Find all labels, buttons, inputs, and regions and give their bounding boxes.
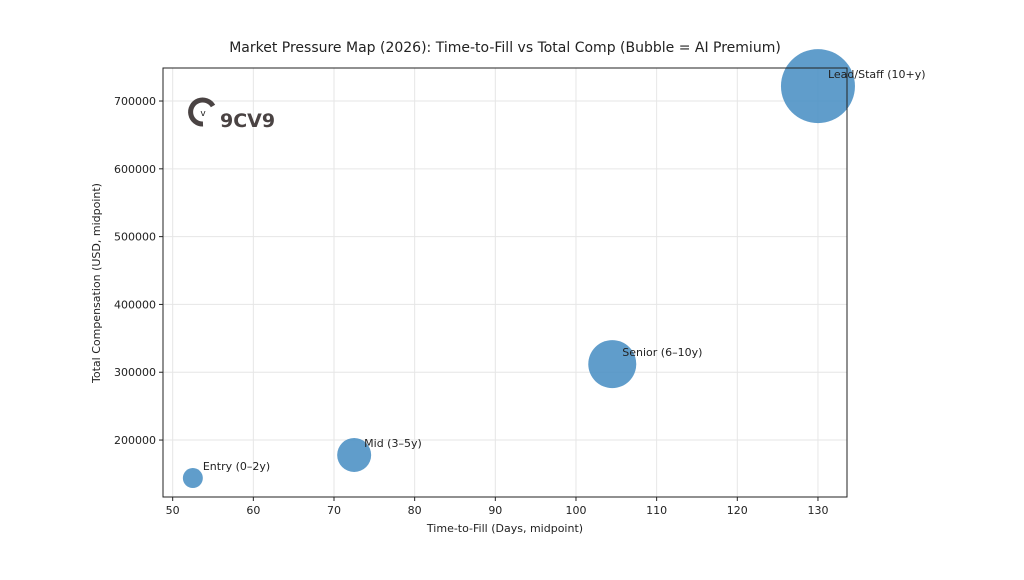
- x-tick-label: 130: [807, 504, 828, 517]
- point-label: Mid (3–5y): [364, 437, 422, 450]
- point-label: Entry (0–2y): [203, 460, 270, 473]
- bubble-point: [182, 468, 203, 489]
- x-tick-label: 70: [327, 504, 341, 517]
- points-layer: Entry (0–2y) Mid (3–5y) Senior (6–10y) Lead…: [182, 49, 926, 489]
- point-label: Lead/Staff (10+y): [828, 68, 926, 81]
- point-label: Senior (6–10y): [622, 346, 702, 359]
- plot-frame: [162, 67, 848, 498]
- svg-text:9CV9: 9CV9: [220, 110, 275, 132]
- grid: [163, 68, 847, 497]
- x-tick-label: 90: [488, 504, 502, 517]
- bubble-point: [780, 49, 855, 124]
- x-tick-label: 50: [166, 504, 180, 517]
- y-tick-label: 700000: [114, 95, 156, 108]
- x-tick-label: 110: [646, 504, 667, 517]
- bubble-point: [337, 437, 372, 472]
- chart-title: Market Pressure Map (2026): Time-to-Fill…: [229, 40, 781, 56]
- y-tick-label: 200000: [114, 434, 156, 447]
- x-tick-label: 80: [408, 504, 422, 517]
- x-tick-label: 100: [565, 504, 586, 517]
- y-axis-label: Total Compensation (USD, midpoint): [90, 183, 103, 384]
- x-axis-label: Time-to-Fill (Days, midpoint): [426, 522, 583, 535]
- y-tick-label: 500000: [114, 231, 156, 244]
- y-tick-label: 400000: [114, 298, 156, 311]
- bubble-point: [588, 340, 637, 389]
- logo-mark-icon: [188, 97, 216, 127]
- svg-text:v: v: [200, 109, 206, 119]
- ticks-layer: 50 60 70 80 90 100 110 120 130 200000 300000 400000…: [114, 95, 828, 517]
- x-tick-label: 60: [246, 504, 260, 517]
- x-tick-label: 120: [727, 504, 748, 517]
- logo-9cv9: v 9CV9: [188, 97, 275, 132]
- y-tick-label: 300000: [114, 366, 156, 379]
- y-tick-label: 600000: [114, 163, 156, 176]
